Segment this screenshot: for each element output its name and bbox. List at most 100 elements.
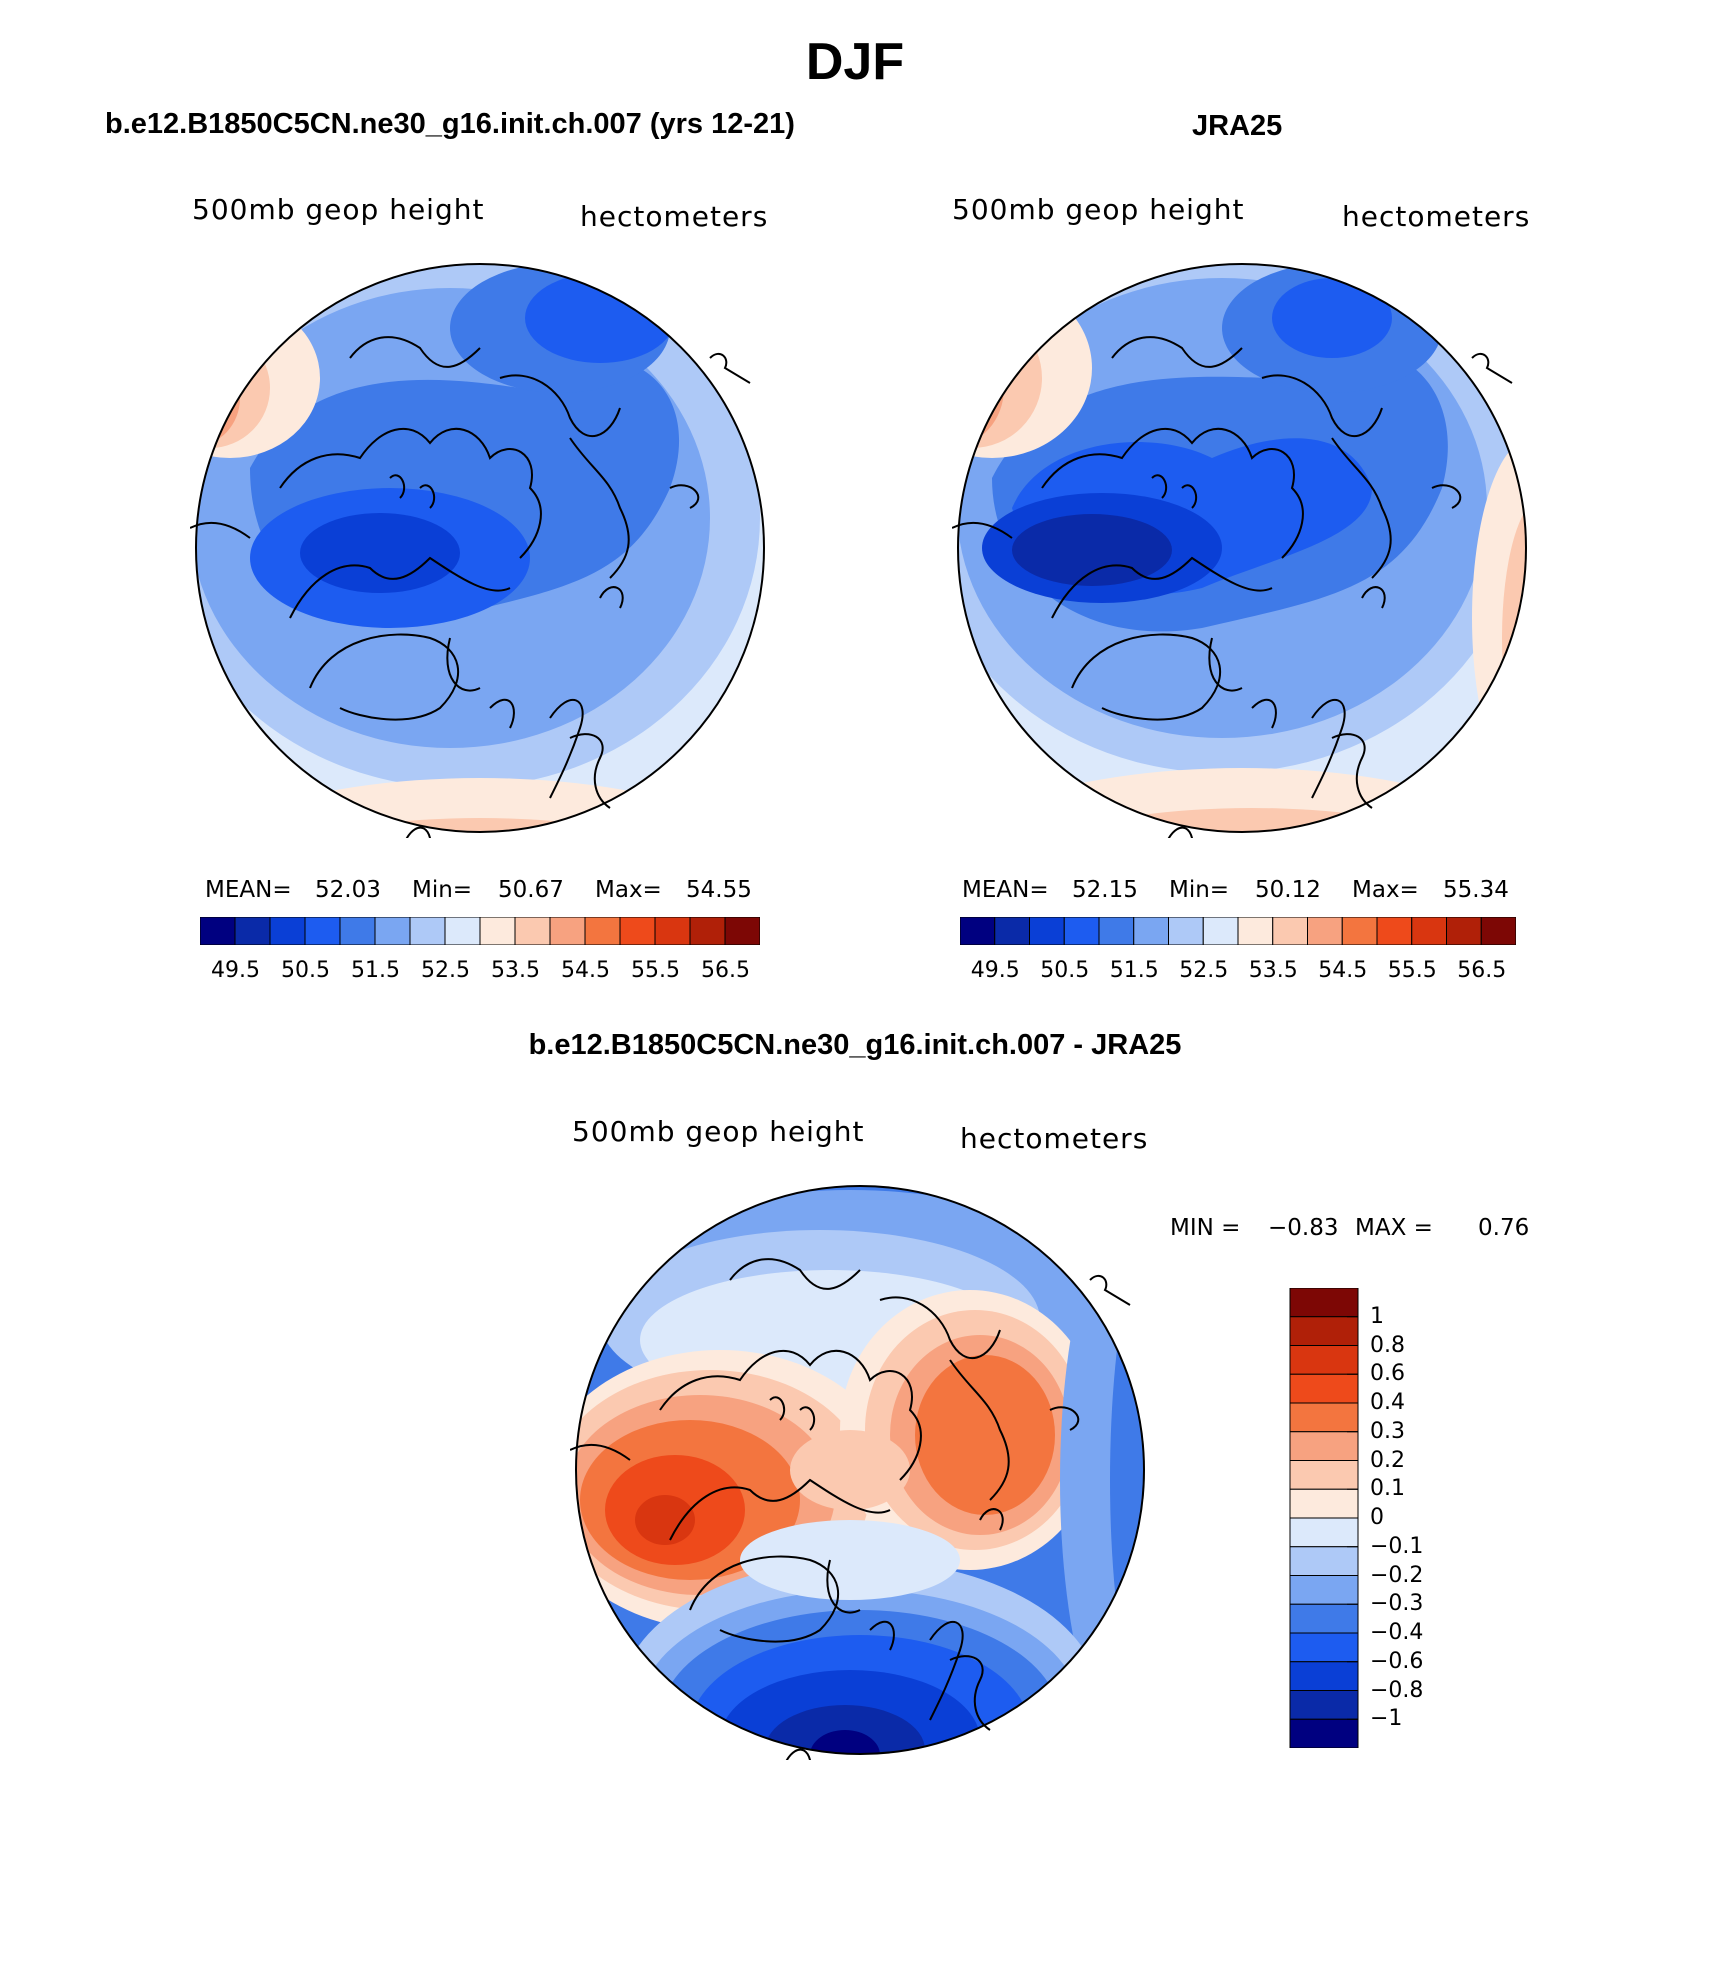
panel-2-map-boundary	[957, 263, 1527, 833]
colorbar-box	[619, 917, 656, 945]
panel-2-colorbar-ticks: 49.5 50.5 51.5 52.5 53.5 54.5 55.5 56.5	[960, 958, 1516, 988]
colorbar-box	[409, 917, 446, 945]
panel-2-polar-map	[952, 263, 1527, 838]
colorbar-tick-label: −0.8	[1370, 1677, 1424, 1703]
panel-3-right-string: hectometers	[960, 1122, 1149, 1155]
colorbar-box	[689, 917, 726, 945]
colorbar-tick-label: −0.3	[1370, 1591, 1424, 1617]
colorbar-box	[994, 917, 1030, 945]
panel-1-mean-value: 52.03	[315, 877, 381, 903]
panel-3-max-label: MAX =	[1355, 1215, 1433, 1241]
colorbar-box	[1289, 1603, 1359, 1634]
panel-2-left-string: 500mb geop height	[952, 193, 1245, 226]
colorbar-box	[724, 917, 760, 945]
panel-3-polar-map	[570, 1185, 1145, 1760]
colorbar-box	[1289, 1431, 1359, 1461]
panel-1-right-string: hectometers	[580, 200, 769, 233]
panel-1-min-value: 50.67	[498, 877, 564, 903]
colorbar-tick-label: 49.5	[211, 958, 260, 983]
colorbar-tick-label: 0.8	[1370, 1332, 1405, 1358]
colorbar-box	[1133, 917, 1169, 945]
colorbar-box	[374, 917, 411, 945]
panel-3-max-value: 0.76	[1478, 1215, 1530, 1241]
panel-2-right-string: hectometers	[1342, 200, 1531, 233]
colorbar-box	[654, 917, 691, 945]
colorbar-box	[1168, 917, 1204, 945]
colorbar-tick-label: 50.5	[281, 958, 330, 983]
colorbar-box	[479, 917, 516, 945]
colorbar-tick-label: −0.1	[1370, 1533, 1424, 1559]
colorbar-box	[200, 917, 236, 945]
colorbar-box	[584, 917, 621, 945]
colorbar-box	[1411, 917, 1447, 945]
colorbar-box	[1237, 917, 1274, 945]
colorbar-box	[1341, 917, 1378, 945]
colorbar-tick-label: 53.5	[491, 958, 540, 983]
panel-2-colorbar	[960, 917, 1516, 945]
colorbar-box	[1480, 917, 1516, 945]
panel-3-coastlines	[570, 1258, 1131, 1760]
colorbar-box	[1307, 917, 1343, 945]
colorbar-box	[1289, 1661, 1359, 1691]
colorbar-tick-label: 0.1	[1370, 1476, 1405, 1502]
colorbar-box	[1202, 917, 1239, 945]
colorbar-tick-label: −0.6	[1370, 1648, 1424, 1674]
panel-1-coastlines	[190, 336, 751, 838]
panel-3-contour-fill	[576, 1186, 1144, 1754]
colorbar-tick-label: −1	[1370, 1706, 1403, 1732]
panel-3-min-label: MIN =	[1170, 1215, 1241, 1241]
colorbar-box	[1289, 1488, 1359, 1519]
panel-2-coastlines	[952, 336, 1513, 838]
colorbar-box	[1289, 1690, 1359, 1720]
colorbar-tick-label: 0.2	[1370, 1447, 1405, 1473]
colorbar-box	[444, 917, 481, 945]
panel-3-left-string: 500mb geop height	[572, 1115, 865, 1148]
colorbar-tick-label: 49.5	[970, 958, 1020, 983]
colorbar-tick-label: −0.4	[1370, 1620, 1424, 1645]
colorbar-tick-label: 54.5	[561, 958, 610, 983]
colorbar-box	[1289, 1345, 1359, 1375]
panel-1-contour-fill	[196, 264, 764, 832]
panel-1-min-label: Min=	[412, 877, 473, 903]
colorbar-box	[960, 917, 996, 945]
colorbar-box	[1289, 1632, 1359, 1663]
panel-1-max-value: 54.55	[686, 877, 752, 903]
colorbar-box	[1289, 1316, 1359, 1346]
panel-3-title: b.e12.B1850C5CN.ne30_g16.init.ch.007 - J…	[528, 1029, 1182, 1061]
colorbar-tick-label: 55.5	[631, 958, 680, 983]
colorbar-box	[1029, 917, 1065, 945]
colorbar-box	[549, 917, 586, 945]
colorbar-box	[1289, 1575, 1359, 1605]
colorbar-tick-label: 0.4	[1370, 1390, 1405, 1415]
colorbar-tick-label: 52.5	[1179, 958, 1229, 983]
figure-title: DJF	[805, 33, 905, 91]
panel-3-map-boundary	[575, 1185, 1145, 1755]
colorbar-box	[1098, 917, 1135, 945]
panel-1-left-string: 500mb geop height	[192, 193, 485, 226]
colorbar-box	[1289, 1288, 1359, 1318]
colorbar-tick-label: 0.6	[1370, 1361, 1405, 1387]
colorbar-tick-label: 55.5	[1387, 958, 1437, 983]
panel-2-contour-fill	[958, 264, 1526, 832]
panel-3-colorbar-ticks: 1 0.8 0.6 0.4 0.3 0.2 0.1 0 −0.1 −0.2 −0.3 −0.4 −0.6…	[1370, 1288, 1490, 1748]
colorbar-tick-label: 0	[1370, 1505, 1384, 1530]
colorbar-box	[1289, 1402, 1359, 1433]
colorbar-box	[234, 917, 271, 945]
colorbar-tick-label: −0.2	[1370, 1562, 1424, 1588]
colorbar-box	[1376, 917, 1413, 945]
colorbar-tick-label: 56.5	[1457, 958, 1507, 983]
colorbar-tick-label: 51.5	[1109, 958, 1159, 983]
panel-1-colorbar-ticks: 49.5 50.5 51.5 52.5 53.5 54.5 55.5 56.5	[200, 958, 760, 988]
panel-2-max-label: Max=	[1352, 877, 1419, 903]
colorbar-box	[304, 917, 341, 945]
panel-2-title: JRA25	[1192, 110, 1283, 142]
panel-1-max-label: Max=	[595, 877, 662, 903]
colorbar-box	[1289, 1718, 1359, 1748]
colorbar-box	[1272, 917, 1308, 945]
colorbar-box	[514, 917, 551, 945]
panel-2-mean-label: MEAN=	[962, 877, 1049, 903]
colorbar-tick-label: 50.5	[1040, 958, 1090, 983]
panel-1-map-boundary	[195, 263, 765, 833]
colorbar-box	[339, 917, 376, 945]
colorbar-box	[1289, 1373, 1359, 1404]
